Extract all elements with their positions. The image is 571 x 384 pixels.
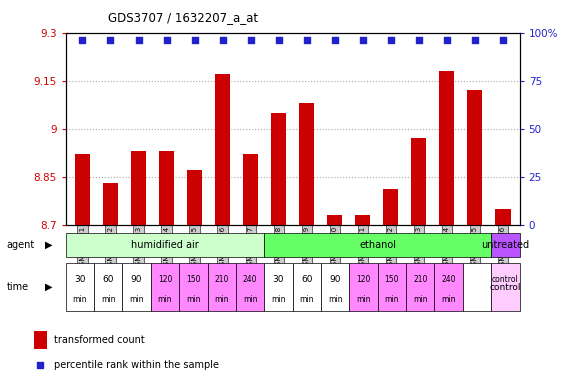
Bar (467, 90, 482, 225)
Text: GDS3707 / 1632207_a_at: GDS3707 / 1632207_a_at (108, 12, 259, 25)
Bar (271, 113, 286, 225)
Point (414, 37, 423, 43)
Bar (491, 263, 520, 311)
Bar (215, 74, 230, 225)
Bar (383, 189, 399, 225)
Point (190, 37, 199, 43)
Bar (327, 215, 343, 225)
Point (442, 37, 451, 43)
Bar (349, 263, 378, 311)
Text: 240: 240 (243, 275, 258, 284)
Bar (131, 151, 146, 225)
Text: 30: 30 (273, 275, 284, 284)
Point (106, 37, 115, 43)
Text: 120: 120 (158, 275, 172, 284)
Text: min: min (158, 295, 172, 303)
Text: min: min (101, 295, 115, 303)
Text: min: min (441, 295, 456, 303)
Bar (159, 151, 174, 225)
Bar (264, 263, 292, 311)
Point (330, 37, 339, 43)
Text: min: min (413, 295, 428, 303)
Text: ▶: ▶ (45, 282, 52, 292)
Bar (355, 215, 371, 225)
Bar (321, 263, 349, 311)
Point (470, 37, 479, 43)
Text: min: min (215, 295, 229, 303)
Bar (495, 209, 510, 225)
Bar (207, 263, 236, 311)
Text: control: control (492, 275, 519, 284)
Bar (103, 183, 118, 225)
Point (274, 37, 283, 43)
Point (302, 37, 311, 43)
Text: 120: 120 (356, 275, 371, 284)
Bar (236, 263, 264, 311)
Bar (243, 154, 258, 225)
Text: min: min (243, 295, 258, 303)
Bar (439, 71, 455, 225)
Text: untreated: untreated (481, 240, 529, 250)
Text: 30: 30 (74, 275, 86, 284)
Bar (179, 263, 207, 311)
Text: 210: 210 (215, 275, 229, 284)
Text: min: min (356, 295, 371, 303)
Bar (151, 263, 179, 311)
Text: min: min (385, 295, 399, 303)
Text: 90: 90 (329, 275, 341, 284)
Bar (292, 263, 321, 311)
Point (35, 362, 45, 368)
Point (218, 37, 227, 43)
Bar (378, 263, 406, 311)
Point (498, 37, 508, 43)
Text: 240: 240 (441, 275, 456, 284)
Bar (463, 263, 491, 311)
Text: humidified air: humidified air (131, 240, 199, 250)
Text: min: min (328, 295, 343, 303)
Point (162, 37, 171, 43)
Text: min: min (271, 295, 286, 303)
Point (246, 37, 255, 43)
Text: ▶: ▶ (45, 240, 52, 250)
Text: ethanol: ethanol (359, 240, 396, 250)
Text: percentile rank within the sample: percentile rank within the sample (54, 360, 219, 370)
Bar (94, 263, 122, 311)
Bar (491, 233, 520, 257)
Bar (406, 263, 435, 311)
Point (358, 37, 367, 43)
Text: control: control (490, 283, 521, 291)
Bar (411, 138, 427, 225)
Text: min: min (300, 295, 314, 303)
Text: transformed count: transformed count (54, 335, 145, 345)
Text: agent: agent (7, 240, 35, 250)
Text: 60: 60 (102, 275, 114, 284)
Bar (75, 154, 90, 225)
Point (78, 37, 87, 43)
Bar (66, 233, 264, 257)
Bar (264, 233, 491, 257)
Point (134, 37, 143, 43)
Text: min: min (186, 295, 200, 303)
Bar (435, 263, 463, 311)
Text: 90: 90 (131, 275, 142, 284)
Bar (122, 263, 151, 311)
Bar (187, 170, 202, 225)
Text: 150: 150 (385, 275, 399, 284)
Text: 150: 150 (186, 275, 200, 284)
Text: min: min (73, 295, 87, 303)
Point (386, 37, 395, 43)
Bar (299, 103, 315, 225)
Text: 210: 210 (413, 275, 428, 284)
Bar (34, 331, 47, 349)
Text: 60: 60 (301, 275, 312, 284)
Text: time: time (7, 282, 29, 292)
Bar (66, 263, 94, 311)
Text: min: min (130, 295, 144, 303)
